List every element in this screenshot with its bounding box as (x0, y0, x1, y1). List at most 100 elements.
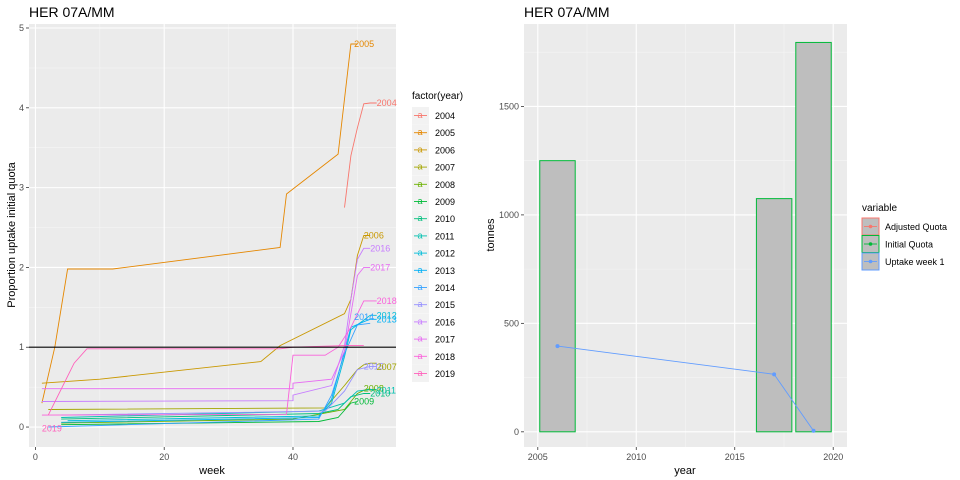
legend-label-2010: 2010 (435, 214, 455, 224)
legend-label-2016: 2016 (435, 317, 455, 327)
legend-key-glyph-2006: a (418, 144, 423, 154)
right-y-tick-label: 0 (514, 427, 519, 437)
right-y-tick-label: 500 (504, 318, 519, 328)
legend-key-glyph-2019: a (418, 368, 423, 378)
left-y-tick-label: 0 (19, 422, 24, 432)
end-label-2011: 2011 (377, 385, 396, 395)
series-line-2006 (41, 235, 371, 384)
legend-key-glyph-2005: a (418, 127, 423, 137)
end-label-2017: 2017 (370, 262, 390, 272)
legend-label-2008: 2008 (435, 180, 455, 190)
end-label-2015: 2015 (364, 361, 384, 371)
legend-key-glyph-2007: a (418, 162, 423, 172)
right-legend-title: variable (862, 203, 897, 214)
left-plot-series (29, 43, 396, 428)
left-chart-title: HER 07A/MM (29, 4, 115, 20)
right-legend-items: Adjusted Quota Initial Quota Uptake week 1 (861, 217, 947, 271)
bar-2006 (539, 160, 576, 433)
end-label-2004: 2004 (377, 98, 397, 108)
legend-key-glyph-2011: a (418, 230, 423, 240)
right-y-tick-label: 1000 (499, 210, 519, 220)
left-x-axis-title: week (198, 465, 225, 477)
right-legend: variable Adjusted Quota Initial Quota Upta… (861, 203, 947, 271)
legend-key-glyph-2009: a (418, 196, 423, 206)
left-legend-items: a 2004 a 2005 a 2006 a 2007 a 2008 a 2009 a 2010 a 2011… (412, 107, 455, 382)
legend-key-glyph-2004: a (418, 110, 423, 120)
left-x-tick-label: 40 (288, 452, 298, 462)
legend-key-glyph-2012: a (418, 248, 423, 258)
legend-key-glyph-2008: a (418, 179, 423, 189)
end-label-2010: 2010 (370, 389, 390, 399)
right-y-axis-title: tonnes (485, 218, 497, 252)
series-line-2004 (344, 102, 377, 208)
legend-key-glyph-2016: a (418, 316, 423, 326)
legend-label-entry: Uptake week 1 (885, 257, 945, 267)
series-line-2018 (41, 300, 377, 416)
legend-key-glyph-2013: a (418, 265, 423, 275)
legend-key-glyph-2018: a (418, 351, 423, 361)
legend-key-glyph-2015: a (418, 299, 423, 309)
end-label-2007: 2007 (377, 362, 397, 372)
legend-label-entry: Adjusted Quota (885, 222, 947, 232)
left-y-tick-label: 3 (19, 183, 24, 193)
right-y-tick-label: 1500 (499, 101, 519, 111)
end-label-2016: 2016 (370, 243, 390, 253)
legend-key-dot (868, 224, 873, 229)
left-x-tick-label: 0 (33, 452, 38, 462)
legend-label-entry: Initial Quota (885, 240, 933, 250)
legend-label-2014: 2014 (435, 283, 455, 293)
left-y-axis-title: Proportion uptake initial quota (6, 161, 18, 307)
legend-label-2004: 2004 (435, 111, 455, 121)
right-x-tick-label: 2005 (528, 452, 548, 462)
end-label-2008: 2008 (364, 384, 384, 394)
legend-key-glyph-2010: a (418, 213, 423, 223)
left-x-tick-label: 20 (159, 452, 169, 462)
bar-2017 (755, 198, 793, 433)
series-line-2014 (48, 322, 371, 428)
legend-label-2011: 2011 (435, 231, 454, 241)
legend-label-2013: 2013 (435, 266, 455, 276)
right-x-tick-label: 2015 (725, 452, 745, 462)
uptake-point-2006 (555, 344, 560, 349)
left-chart: HER 07A/MM 20052004200620162017201820122… (6, 4, 463, 477)
right-x-ticks: 2005 2010 2015 2020 (528, 447, 843, 462)
end-label-2009: 2009 (354, 397, 374, 407)
legend-label-2012: 2012 (435, 249, 455, 259)
right-plot-grid (524, 24, 847, 447)
left-plot-background (29, 24, 396, 447)
right-x-axis-title: year (674, 465, 696, 477)
left-y-ticks: 0 1 2 3 4 5 (19, 23, 29, 432)
series-line-2015 (61, 365, 377, 416)
right-plot-line (555, 344, 816, 433)
right-x-tick-label: 2020 (823, 452, 843, 462)
left-x-ticks: 0 20 40 (33, 447, 298, 462)
end-label-2019: 2019 (42, 424, 62, 434)
bar-2019 (795, 41, 832, 433)
legend-label-2006: 2006 (435, 145, 455, 155)
legend-key-dot (868, 259, 873, 264)
left-y-tick-label: 1 (19, 342, 24, 352)
end-label-2006: 2006 (364, 231, 384, 241)
legend-label-2019: 2019 (435, 369, 455, 379)
end-label-2018: 2018 (377, 296, 397, 306)
series-line-2019 (47, 345, 364, 416)
end-label-2005: 2005 (354, 39, 374, 49)
right-chart: HER 07A/MM 2005 2010 2015 2020 0 500 1000 1500… (485, 4, 947, 477)
uptake-point-2019 (811, 428, 816, 433)
legend-key-glyph-2017: a (418, 334, 423, 344)
end-label-2014: 2014 (354, 312, 374, 322)
legend-label-2017: 2017 (435, 335, 455, 345)
right-x-tick-label: 2010 (626, 452, 646, 462)
left-y-tick-label: 4 (19, 103, 24, 113)
series-line-2005 (41, 43, 358, 404)
right-chart-title: HER 07A/MM (524, 4, 610, 20)
legend-label-2007: 2007 (435, 163, 455, 173)
left-legend-title: factor(year) (412, 91, 463, 102)
left-y-tick-label: 5 (19, 23, 24, 33)
left-legend: factor(year) a 2004 a 2005 a 2006 a 2007 a 2008 a 2… (412, 91, 463, 382)
right-y-ticks: 0 500 1000 1500 (499, 101, 524, 437)
series-line-2017 (41, 266, 371, 390)
left-y-tick-label: 2 (19, 262, 24, 272)
